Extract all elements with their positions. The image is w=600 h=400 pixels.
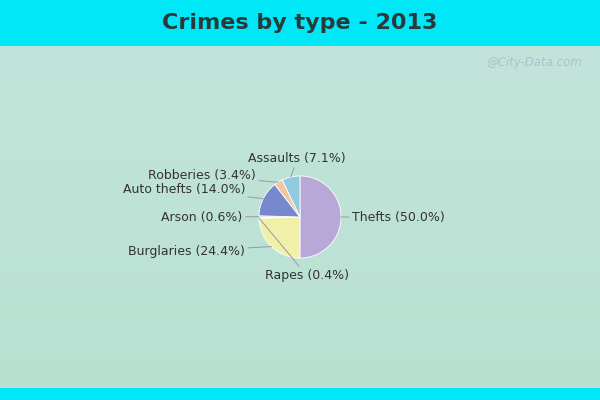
Text: Auto thefts (14.0%): Auto thefts (14.0%) xyxy=(123,183,263,198)
Wedge shape xyxy=(300,176,341,258)
Text: Crimes by type - 2013: Crimes by type - 2013 xyxy=(163,13,437,33)
Wedge shape xyxy=(259,216,300,217)
Text: Burglaries (24.4%): Burglaries (24.4%) xyxy=(128,245,272,258)
Wedge shape xyxy=(275,180,300,217)
Text: Robberies (3.4%): Robberies (3.4%) xyxy=(148,170,278,182)
Wedge shape xyxy=(259,184,300,217)
Text: Rapes (0.4%): Rapes (0.4%) xyxy=(259,218,349,282)
Wedge shape xyxy=(259,217,300,218)
Wedge shape xyxy=(259,217,300,258)
Text: Thefts (50.0%): Thefts (50.0%) xyxy=(341,210,445,224)
Text: Arson (0.6%): Arson (0.6%) xyxy=(161,210,259,224)
Wedge shape xyxy=(282,176,300,217)
Text: Assaults (7.1%): Assaults (7.1%) xyxy=(248,152,346,177)
Text: @City-Data.com: @City-Data.com xyxy=(486,56,582,69)
